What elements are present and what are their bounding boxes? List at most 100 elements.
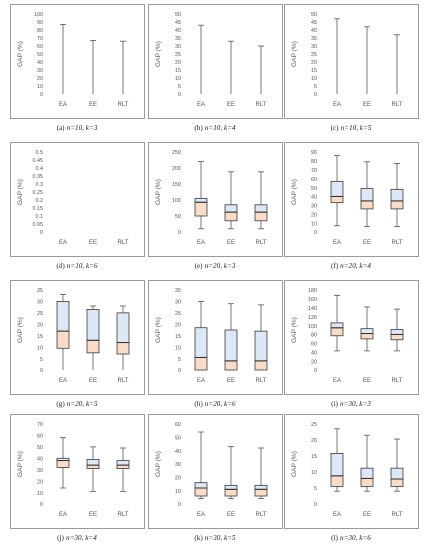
box-lower bbox=[254, 488, 268, 497]
x-category-label: EA bbox=[197, 378, 205, 384]
x-category-label: EA bbox=[197, 512, 205, 518]
caption-letter: (j) bbox=[57, 534, 64, 542]
y-tick-label: 0 bbox=[314, 230, 317, 236]
box-lower bbox=[390, 478, 404, 487]
caption-params: n=10, k=3 bbox=[67, 124, 98, 132]
y-tick-label: 15 bbox=[311, 68, 317, 74]
x-category-label: RLT bbox=[256, 378, 267, 384]
y-tick-label: 60 bbox=[175, 422, 181, 428]
box-upper bbox=[194, 482, 208, 489]
chart-panel: 0 5 10 15 20 25 30 35 40 45 50 GAP (%) EA EE RLT (c) n=1… bbox=[284, 4, 419, 132]
y-tick-label: 40 bbox=[311, 195, 317, 201]
panel-caption: (d) n=10, k=6 bbox=[56, 262, 98, 270]
box-upper bbox=[86, 459, 100, 466]
x-category-label: EA bbox=[59, 240, 67, 246]
box-upper bbox=[194, 327, 208, 358]
y-axis-label: GAP (%) bbox=[155, 317, 162, 343]
y-tick-label: 35 bbox=[311, 36, 317, 42]
y-tick-label: 15 bbox=[175, 68, 181, 74]
panel-caption: (j) n=30, k=4 bbox=[57, 534, 97, 542]
y-tick-label: 60 bbox=[311, 177, 317, 183]
caption-params: n=10, k=5 bbox=[341, 124, 372, 132]
panel-caption: (k) n=30, k=5 bbox=[194, 534, 236, 542]
y-axis-label: GAP (%) bbox=[17, 179, 24, 205]
y-tick-label: 100 bbox=[34, 12, 43, 18]
x-category-label: EE bbox=[363, 240, 371, 246]
box-upper bbox=[390, 329, 404, 335]
x-category-label: RLT bbox=[256, 102, 267, 108]
chart-panel: 0 5 10 15 20 25 GAP (%) EA EE RLT (l) n=30, k=6 bbox=[284, 414, 419, 542]
y-tick-label: 50 bbox=[37, 52, 43, 58]
y-tick-label: 10 bbox=[175, 489, 181, 495]
y-tick-label: 30 bbox=[311, 44, 317, 50]
caption-params: n=30, k=4 bbox=[66, 534, 97, 542]
panel-frame bbox=[148, 4, 283, 119]
caption-letter: (f) bbox=[331, 262, 339, 270]
y-tick-label: 25 bbox=[175, 52, 181, 58]
caption-letter: (e) bbox=[195, 262, 204, 270]
box-upper bbox=[116, 312, 130, 343]
x-category-label: EA bbox=[197, 102, 205, 108]
box-upper bbox=[224, 484, 238, 490]
y-tick-label: 25 bbox=[311, 422, 317, 428]
box-lower bbox=[360, 333, 374, 340]
y-axis-label: GAP (%) bbox=[291, 41, 298, 67]
box-lower bbox=[194, 201, 208, 217]
y-tick-label: 0 bbox=[314, 502, 317, 508]
panel-caption: (h) n=20, k=6 bbox=[194, 400, 236, 408]
y-tick-label: 0.35 bbox=[33, 174, 44, 180]
y-tick-label: 80 bbox=[311, 159, 317, 165]
y-tick-label: 0 bbox=[178, 368, 181, 374]
box-lower bbox=[116, 342, 130, 355]
box-upper bbox=[390, 467, 404, 480]
x-category-label: RLT bbox=[392, 378, 403, 384]
y-tick-label: 10 bbox=[37, 345, 43, 351]
caption-params: n=20, k=5 bbox=[67, 400, 98, 408]
box-upper bbox=[194, 197, 208, 203]
caption-letter: (b) bbox=[194, 124, 203, 132]
panel-frame bbox=[148, 142, 283, 257]
y-tick-label: 0 bbox=[314, 368, 317, 374]
box-upper bbox=[360, 328, 374, 334]
caption-params: n=30, k=3 bbox=[340, 400, 371, 408]
y-tick-label: 200 bbox=[172, 166, 181, 172]
y-tick-label: 35 bbox=[175, 36, 181, 42]
panel-frame bbox=[10, 414, 145, 529]
caption-letter: (l) bbox=[331, 534, 338, 542]
caption-letter: (k) bbox=[194, 534, 203, 542]
chart-panel: 0 50 100 150 200 250 GAP (%) EA EE RLT (e) n=20, k=… bbox=[148, 142, 283, 270]
y-tick-label: 20 bbox=[175, 322, 181, 328]
y-tick-label: 0.05 bbox=[33, 222, 44, 228]
y-tick-label: 0 bbox=[314, 92, 317, 98]
box-upper bbox=[330, 322, 344, 329]
y-tick-label: 180 bbox=[308, 288, 317, 294]
y-tick-label: 0 bbox=[178, 230, 181, 236]
y-axis-label: GAP (%) bbox=[155, 41, 162, 67]
y-tick-label: 20 bbox=[175, 476, 181, 482]
box-upper bbox=[254, 204, 268, 213]
panel-frame bbox=[10, 142, 145, 257]
panel-caption: (l) n=30, k=6 bbox=[331, 534, 371, 542]
caption-letter: (h) bbox=[194, 400, 203, 408]
y-tick-label: 40 bbox=[311, 28, 317, 34]
y-tick-label: 5 bbox=[178, 84, 181, 90]
y-axis-label: GAP (%) bbox=[291, 179, 298, 205]
x-category-label: EA bbox=[59, 378, 67, 384]
box-lower bbox=[56, 330, 70, 349]
y-tick-label: 40 bbox=[37, 456, 43, 462]
y-tick-label: 20 bbox=[311, 212, 317, 218]
y-tick-label: 30 bbox=[37, 68, 43, 74]
y-axis-label: GAP (%) bbox=[291, 451, 298, 477]
y-tick-label: 90 bbox=[37, 20, 43, 26]
y-axis-label: GAP (%) bbox=[17, 41, 24, 67]
y-tick-label: 0 bbox=[40, 368, 43, 374]
x-category-label: EE bbox=[363, 512, 371, 518]
y-tick-label: 30 bbox=[175, 44, 181, 50]
y-tick-label: 40 bbox=[175, 28, 181, 34]
chart-panel: 0 0.05 0.1 0.15 0.2 0.25 0.3 0.35 0.4 0.45 0.5 GAP … bbox=[10, 142, 145, 270]
y-axis-label: GAP (%) bbox=[155, 451, 162, 477]
box-lower bbox=[194, 357, 208, 371]
y-tick-label: 20 bbox=[37, 76, 43, 82]
panel-frame bbox=[10, 280, 145, 395]
y-tick-label: 0 bbox=[40, 230, 43, 236]
